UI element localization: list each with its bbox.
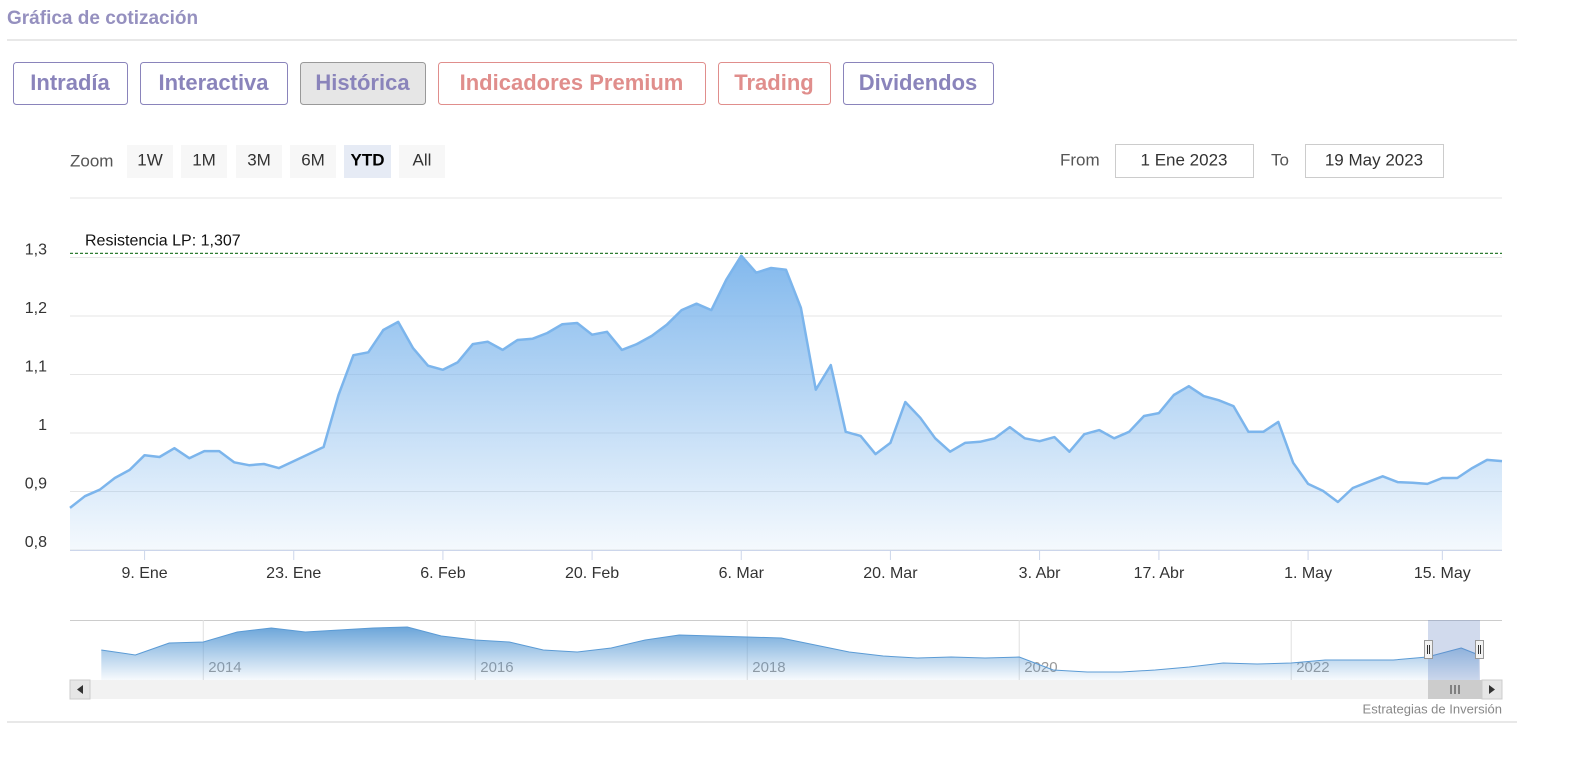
tab[interactable] bbox=[13, 62, 128, 105]
tab[interactable] bbox=[718, 62, 831, 105]
zoom-label: Zoom bbox=[70, 151, 113, 170]
scrollbar-track[interactable] bbox=[70, 680, 1502, 699]
y-tick-label: 0,9 bbox=[25, 476, 47, 493]
area bbox=[101, 627, 1479, 680]
x-tick-label: 6. Feb bbox=[420, 565, 465, 582]
scrollbar-arrow bbox=[77, 685, 83, 694]
range-input[interactable] bbox=[1305, 144, 1444, 178]
tab[interactable] bbox=[438, 62, 706, 105]
line bbox=[69, 254, 1503, 509]
zoom-button-label[interactable]: YTD bbox=[351, 150, 385, 169]
tab-label[interactable]: Dividendos bbox=[859, 70, 978, 95]
zoom-button-label[interactable]: 6M bbox=[301, 150, 325, 169]
zoom-button[interactable] bbox=[127, 145, 173, 178]
navigator-handle[interactable] bbox=[1475, 640, 1484, 659]
tab[interactable] bbox=[300, 62, 426, 105]
range-from-label: From bbox=[1060, 150, 1100, 169]
resistance-label: Resistencia LP: 1,307 bbox=[85, 233, 241, 250]
credit: Estrategias de Inversión bbox=[1363, 701, 1502, 716]
x-tick-label: 15. May bbox=[1414, 565, 1471, 582]
x-tick-label: 3. Abr bbox=[1019, 565, 1061, 582]
tab[interactable] bbox=[843, 62, 994, 105]
x-tick-label: 23. Ene bbox=[266, 565, 321, 582]
tab-label[interactable]: Trading bbox=[734, 70, 813, 95]
zoom-button[interactable] bbox=[290, 145, 336, 178]
tab-label[interactable]: Interactiva bbox=[158, 70, 269, 95]
zoom-button-label[interactable]: All bbox=[413, 150, 432, 169]
tab-label[interactable]: Histórica bbox=[315, 70, 410, 95]
x-tick-label: 20. Feb bbox=[565, 565, 619, 582]
y-tick-label: 1,1 bbox=[25, 359, 47, 376]
x-tick-label: 1. May bbox=[1284, 565, 1332, 582]
widget-title: Gráfica de cotización bbox=[7, 8, 198, 29]
tab-label[interactable]: Intradía bbox=[30, 70, 110, 95]
y-tick-label: 1,2 bbox=[25, 300, 47, 317]
y-tick-label: 0,8 bbox=[25, 534, 47, 551]
x-tick-label: 17. Abr bbox=[1134, 565, 1185, 582]
line bbox=[101, 626, 1480, 673]
range-from[interactable]: 1 Ene 2023 bbox=[1141, 150, 1228, 169]
zoom-button[interactable] bbox=[236, 145, 282, 178]
zoom-button[interactable] bbox=[399, 145, 445, 178]
x-tick-label: 20. Mar bbox=[863, 565, 918, 582]
navigator-handle[interactable] bbox=[1424, 640, 1433, 659]
range-to[interactable]: 19 May 2023 bbox=[1325, 150, 1423, 169]
range-input[interactable] bbox=[1115, 144, 1254, 178]
x-tick-label: 9. Ene bbox=[121, 565, 167, 582]
x-tick-label: 6. Mar bbox=[719, 565, 765, 582]
range-to-label: To bbox=[1271, 150, 1289, 169]
zoom-button-label[interactable]: 3M bbox=[247, 150, 271, 169]
tab[interactable] bbox=[140, 62, 288, 105]
y-tick-label: 1 bbox=[38, 417, 47, 434]
tab-label[interactable]: Indicadores Premium bbox=[460, 70, 684, 95]
area bbox=[70, 255, 1502, 550]
scrollbar-arrow bbox=[1489, 685, 1495, 694]
zoom-button-label[interactable]: 1M bbox=[192, 150, 216, 169]
zoom-button[interactable] bbox=[181, 145, 227, 178]
y-tick-label: 1,3 bbox=[25, 242, 47, 259]
zoom-button[interactable] bbox=[344, 145, 391, 178]
zoom-button-label[interactable]: 1W bbox=[137, 150, 163, 169]
navigator-selection[interactable] bbox=[1428, 620, 1480, 680]
